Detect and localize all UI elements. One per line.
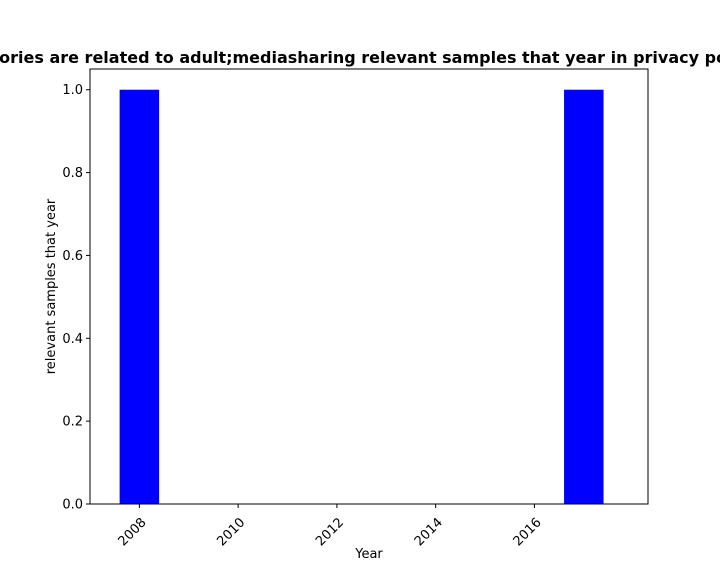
y-tick-label: 0.4 [62, 332, 83, 347]
bars-group [119, 89, 604, 504]
x-tick-label: 2012 [313, 515, 347, 549]
bar-2017 [564, 89, 604, 504]
x-tick-label: 2010 [214, 515, 248, 549]
y-tick-label: 0.6 [62, 249, 83, 264]
x-axis: 2008 2010 2012 2014 2016 [116, 504, 545, 549]
y-tick-label: 0.0 [62, 498, 83, 513]
y-axis-label: relevant samples that year [44, 198, 59, 374]
x-tick-label: 2014 [412, 515, 446, 549]
plot-area: 2008 2010 2012 2014 2016 0.0 0.2 0.4 0.6 0.8 1.0 [62, 68, 649, 549]
x-tick-label: 2016 [511, 515, 545, 549]
y-tick-label: 1.0 [62, 83, 83, 98]
bar-2008 [119, 89, 160, 504]
chart-title: Categories are related to adult;mediasha… [0, 48, 720, 67]
axes-frame [89, 68, 649, 505]
x-axis-label: Year [354, 547, 383, 562]
y-tick-label: 0.2 [62, 415, 83, 430]
x-tick-label: 2008 [116, 515, 150, 549]
y-tick-label: 0.8 [62, 166, 83, 181]
y-axis: 0.0 0.2 0.4 0.6 0.8 1.0 [62, 83, 90, 513]
